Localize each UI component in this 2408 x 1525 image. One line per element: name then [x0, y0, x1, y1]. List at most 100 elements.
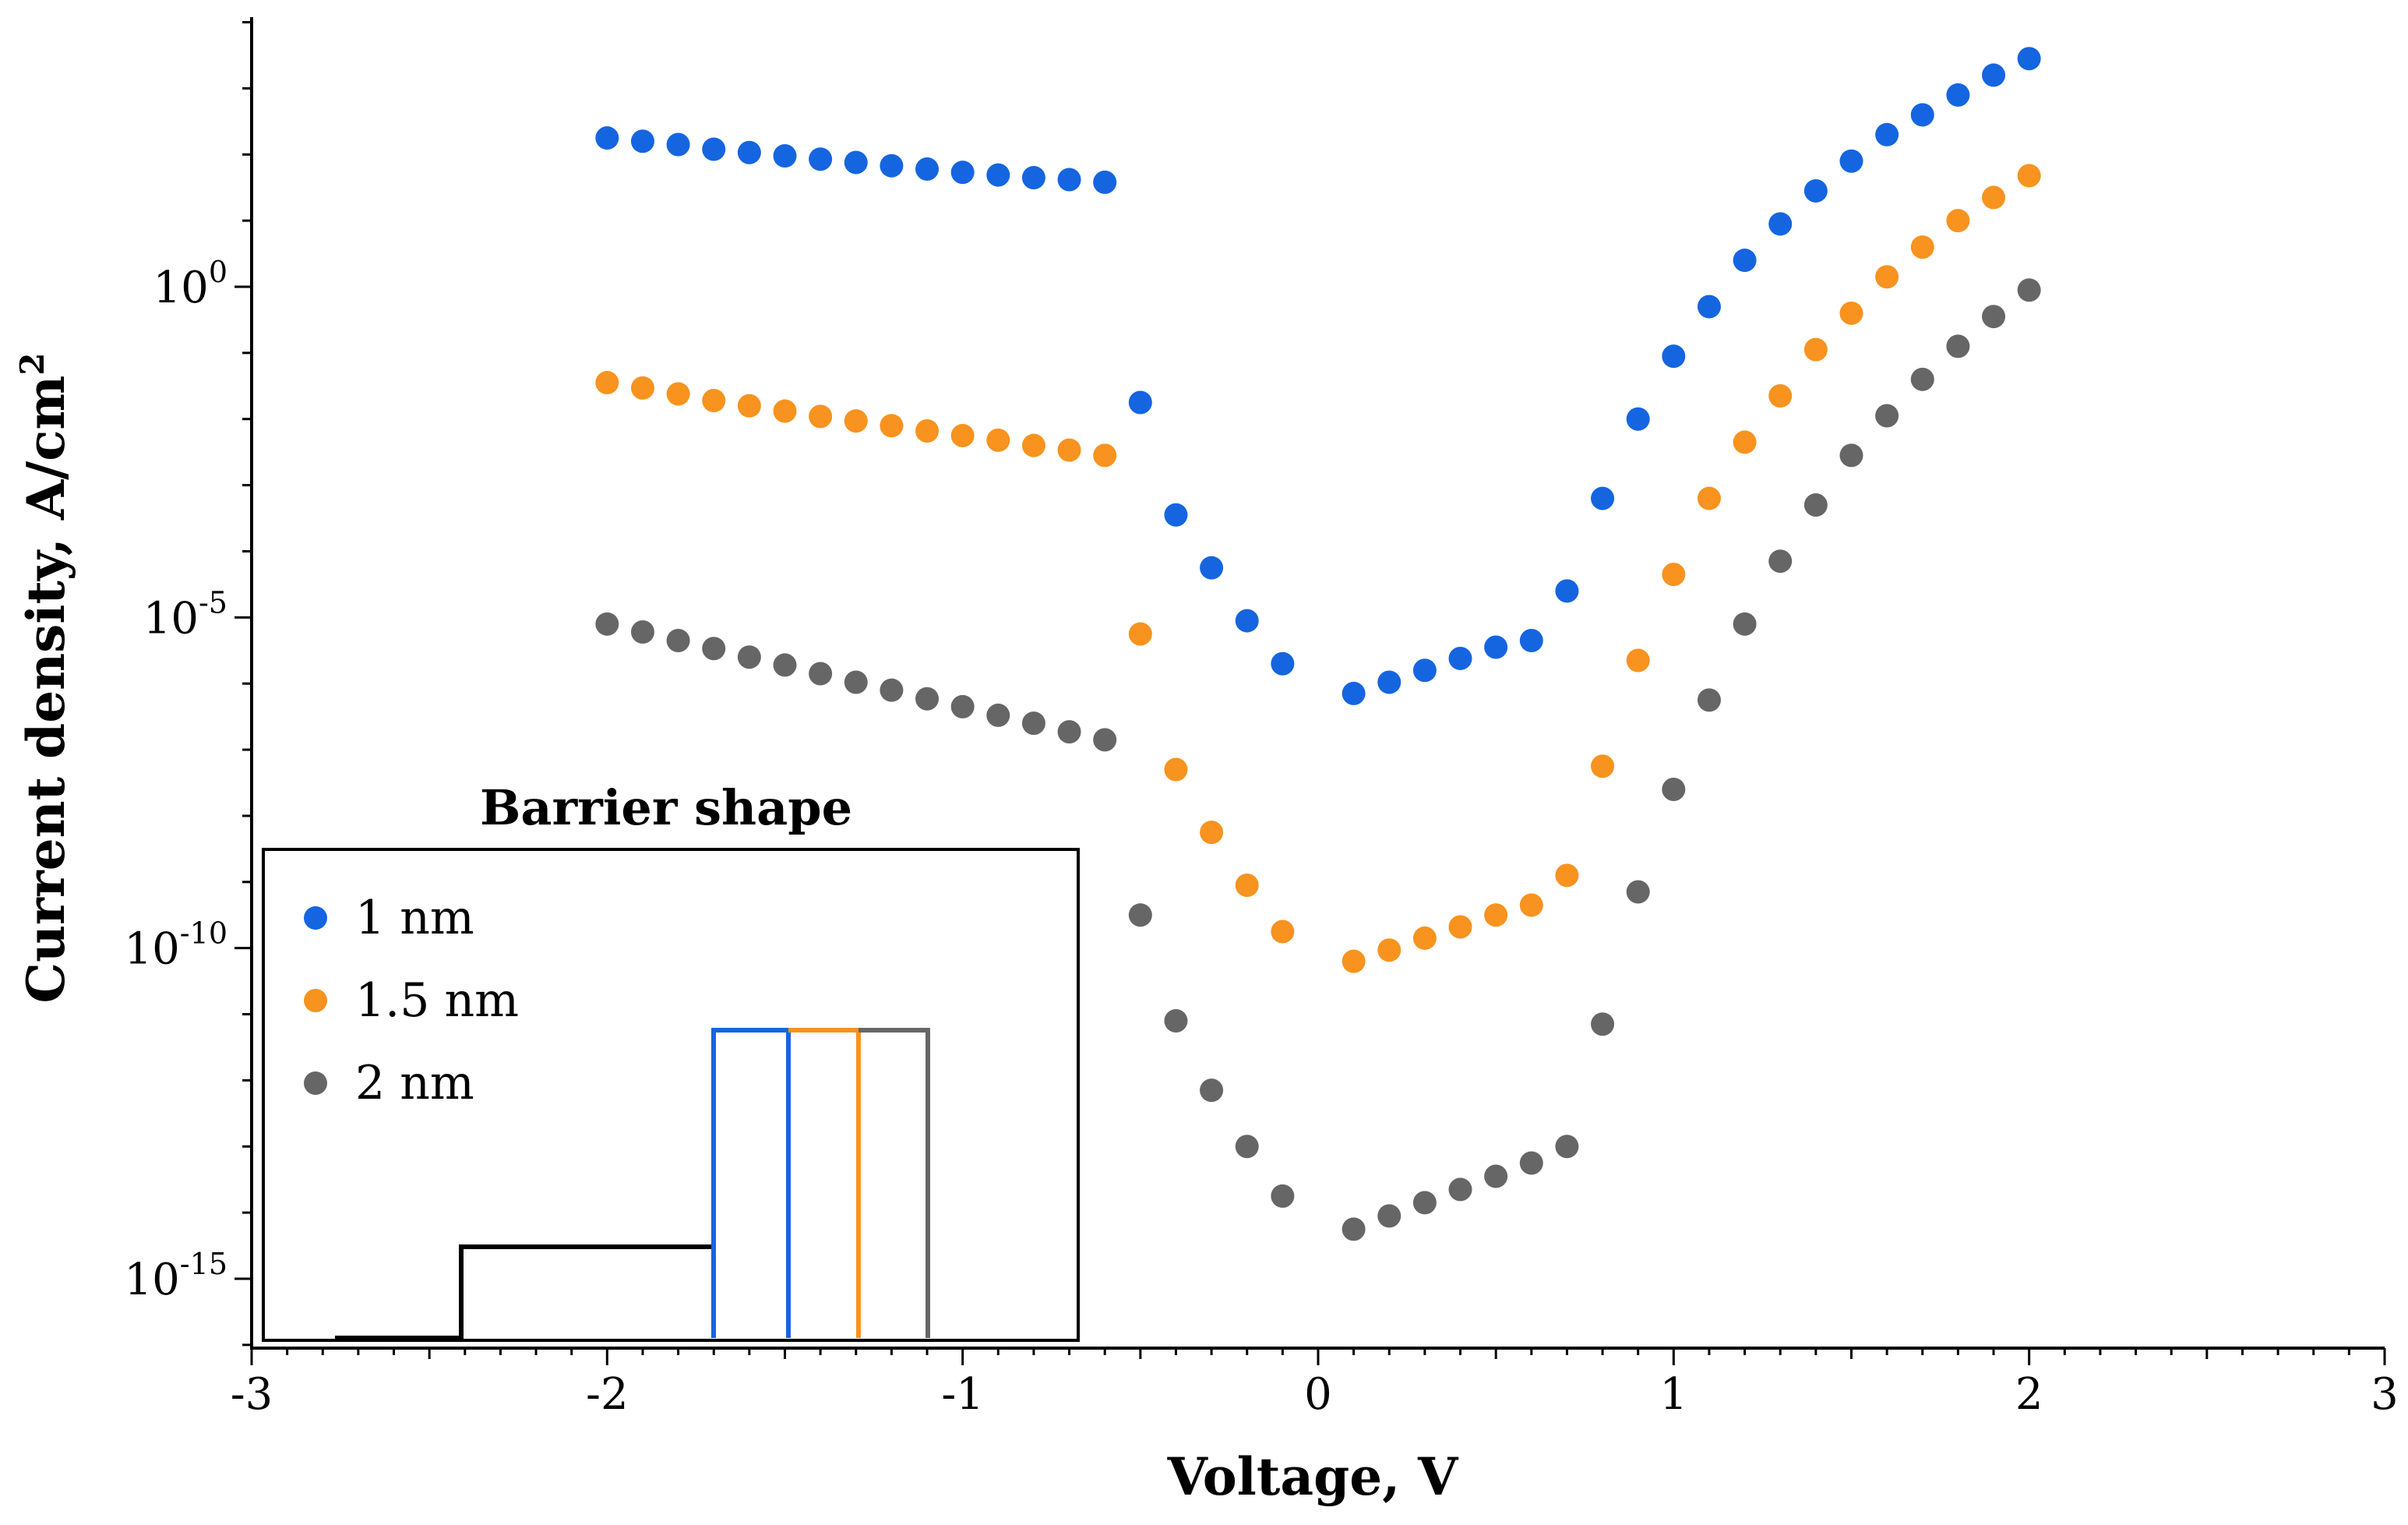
legend: Barrier shape 1 nm 1.5 nm 2 nm: [262, 779, 1080, 1342]
data-point: [1412, 926, 1437, 950]
data-point: [1662, 563, 1686, 587]
legend-entries: 1 nm 1.5 nm 2 nm: [304, 891, 519, 1110]
data-point: [702, 637, 726, 661]
x-tick-label: 0: [1304, 1369, 1332, 1420]
data-point: [880, 154, 904, 178]
data-point: [1946, 334, 1970, 358]
data-point: [1626, 407, 1650, 431]
data-point: [1093, 443, 1117, 468]
y-axis-title: Current density, A/cm2: [13, 353, 76, 1004]
data-point: [986, 703, 1010, 727]
data-point: [702, 388, 726, 412]
data-point: [1910, 367, 1934, 391]
data-point: [950, 423, 975, 447]
y-tick-exponent: 0: [209, 255, 227, 289]
data-point: [1697, 295, 1721, 319]
data-point: [1733, 249, 1757, 273]
data-point: [1448, 1177, 1472, 1202]
y-axis-title-main: Current density, A/cm: [16, 376, 76, 1004]
legend-marker: [304, 1071, 327, 1095]
data-point: [773, 653, 797, 677]
data-point: [1341, 1217, 1366, 1241]
data-point: [1128, 390, 1152, 415]
data-point: [1803, 493, 1828, 517]
data-point: [1021, 711, 1045, 736]
barrier-base-step: [335, 1244, 714, 1340]
data-point: [1555, 579, 1579, 603]
data-point: [1910, 235, 1934, 259]
data-points: [595, 47, 2041, 1241]
y-tick-label: 10-10: [125, 916, 227, 975]
data-point: [1875, 122, 1899, 146]
data-point: [844, 409, 868, 433]
data-point: [1200, 556, 1224, 580]
data-point: [1733, 612, 1757, 636]
data-point: [666, 132, 690, 157]
x-tick-label: 3: [2371, 1369, 2399, 1420]
data-point: [986, 428, 1010, 452]
data-point: [1946, 83, 1970, 107]
y-tick-label: 10-15: [125, 1247, 227, 1305]
barrier-shape-sketch: [335, 1028, 930, 1340]
barrier-2nm-outline: [858, 1028, 930, 1338]
data-point: [1377, 670, 1401, 694]
x-axis-title: Voltage, V: [1167, 1446, 1460, 1507]
data-point: [1235, 609, 1259, 633]
barrier-1nm-outline: [711, 1028, 791, 1338]
data-point: [630, 129, 654, 154]
data-point: [1271, 651, 1295, 676]
data-point: [1021, 433, 1045, 457]
data-point: [844, 670, 868, 694]
data-point: [1519, 893, 1543, 917]
legend-box: [262, 848, 1080, 1342]
data-point: [950, 161, 975, 185]
data-point: [1839, 149, 1863, 173]
data-point: [1591, 754, 1615, 778]
x-tick-label: -2: [586, 1369, 629, 1420]
x-tick-label: 2: [2015, 1369, 2043, 1420]
data-point: [737, 140, 761, 164]
data-point: [1982, 305, 2006, 329]
data-point: [1768, 384, 1793, 408]
legend-label: 1 nm: [355, 891, 474, 945]
y-tick-label: 100: [153, 255, 227, 313]
data-point: [1164, 1009, 1188, 1033]
x-tick-label: 1: [1660, 1369, 1688, 1420]
data-point: [1341, 681, 1366, 705]
data-point: [1875, 265, 1899, 289]
data-point: [1164, 757, 1188, 782]
data-point: [1484, 1164, 1508, 1188]
data-point: [1910, 103, 1934, 127]
series-1-nm: [595, 47, 2041, 705]
data-point: [1093, 170, 1117, 194]
data-point: [1271, 920, 1295, 944]
y-tick-base: 10: [153, 263, 209, 313]
data-point: [737, 645, 761, 669]
data-point: [1626, 648, 1650, 672]
data-point: [880, 414, 904, 438]
x-tick-label: -1: [941, 1369, 984, 1420]
y-tick-exponent: -5: [199, 585, 227, 620]
data-point: [1200, 821, 1224, 845]
data-point: [809, 662, 833, 686]
legend-label: 1.5 nm: [355, 973, 519, 1028]
data-point: [986, 163, 1010, 187]
data-point: [1982, 185, 2006, 210]
data-point: [1057, 720, 1081, 744]
data-point: [1412, 1191, 1437, 1215]
data-point: [1448, 646, 1472, 670]
data-point: [1128, 903, 1152, 927]
data-point: [915, 157, 940, 181]
data-point: [915, 419, 940, 443]
data-point: [595, 612, 619, 636]
data-point: [1946, 209, 1970, 233]
data-point: [844, 150, 868, 175]
data-point: [1164, 503, 1188, 527]
data-point: [1803, 337, 1828, 362]
legend-marker: [304, 989, 327, 1012]
data-point: [1662, 344, 1686, 369]
data-point: [1768, 549, 1793, 574]
x-tick-labels: -3 -2 -1 0 1 2 3: [231, 1369, 2399, 1420]
